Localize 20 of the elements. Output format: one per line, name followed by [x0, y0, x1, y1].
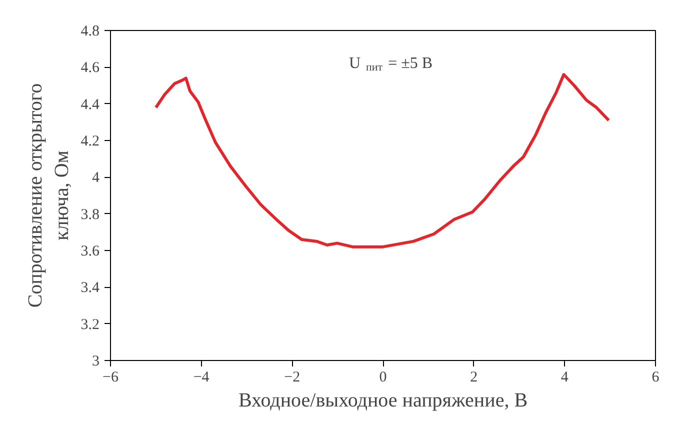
y-tick-label: 3.2	[80, 316, 100, 333]
y-tick-label: 4	[92, 170, 100, 186]
x-tick-label: −4	[193, 370, 210, 386]
y-axis-title: Сопротивление открытого ключа, Ом	[24, 83, 73, 308]
y-tick-label: 3.8	[80, 206, 100, 223]
x-tick-label: 4	[560, 370, 569, 386]
line-series	[154, 73, 610, 248]
x-tick-label: 2	[470, 370, 478, 386]
x-tick-label: 0	[379, 370, 387, 386]
y-tick-label: 4.8	[80, 24, 100, 40]
y-tick-label: 3	[92, 354, 100, 370]
x-tick-label: −6	[102, 370, 119, 386]
y-tick-label: 3.6	[80, 244, 100, 260]
y-tick-label: 4.6	[80, 60, 100, 76]
x-tick-label: 6	[652, 370, 660, 386]
x-tick-label: −2	[284, 370, 300, 386]
y-tick-label: 4.2	[80, 134, 100, 150]
y-tick-label: 4.4	[80, 96, 100, 113]
x-axis-title: Входное/выходное напряжение, В	[238, 390, 528, 412]
y-tick-label: 3.4	[80, 280, 100, 296]
